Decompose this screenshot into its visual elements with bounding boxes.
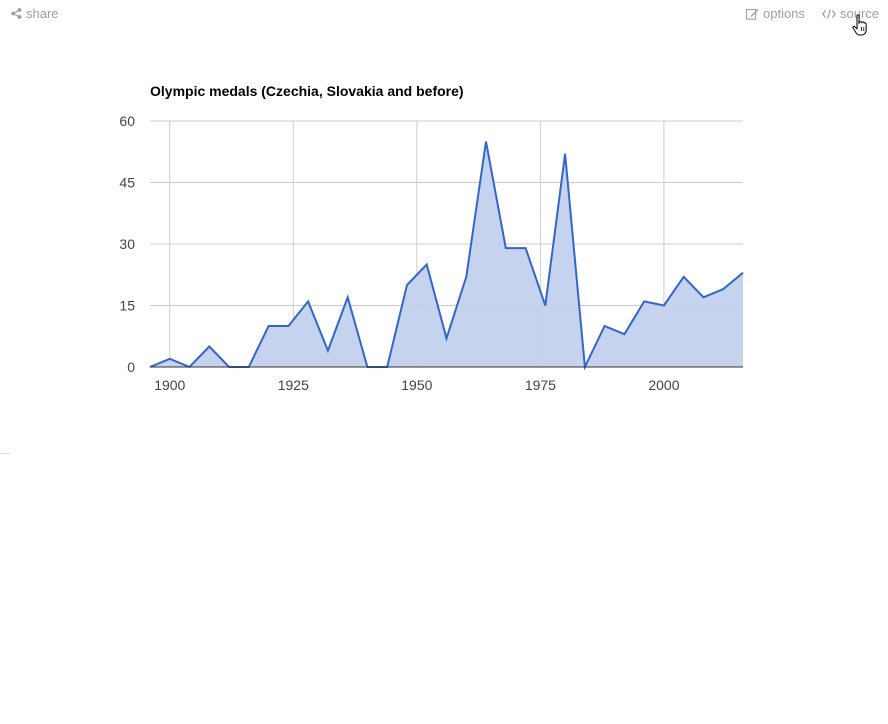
series-area <box>149 141 744 371</box>
x-tick-label: 1900 <box>154 377 185 393</box>
series-area-fill <box>150 141 743 367</box>
share-label: share <box>26 6 59 21</box>
edit-icon <box>746 8 759 20</box>
share-icon <box>11 8 22 19</box>
x-tick-label: 1950 <box>401 377 432 393</box>
chart-title: Olympic medals (Czechia, Slovakia and be… <box>150 83 464 99</box>
y-tick-label: 30 <box>119 236 135 252</box>
x-tick-label: 2000 <box>648 377 679 393</box>
tick-labels: 0 15 30 45 60 1900 1925 1950 1975 2000 <box>119 113 679 393</box>
options-button[interactable]: options <box>746 6 805 21</box>
source-button[interactable]: source <box>822 6 879 21</box>
y-tick-label: 60 <box>119 113 135 129</box>
x-tick-label: 1925 <box>278 377 309 393</box>
y-tick-label: 15 <box>119 298 135 314</box>
source-label: source <box>840 6 880 21</box>
code-icon <box>822 8 836 19</box>
options-label: options <box>763 6 805 21</box>
y-tick-label: 0 <box>127 359 135 375</box>
edge-divider <box>0 453 10 454</box>
hand-cursor-icon <box>852 14 868 43</box>
y-tick-label: 45 <box>119 175 135 191</box>
share-button[interactable]: share <box>11 6 59 21</box>
x-tick-label: 1975 <box>525 377 556 393</box>
